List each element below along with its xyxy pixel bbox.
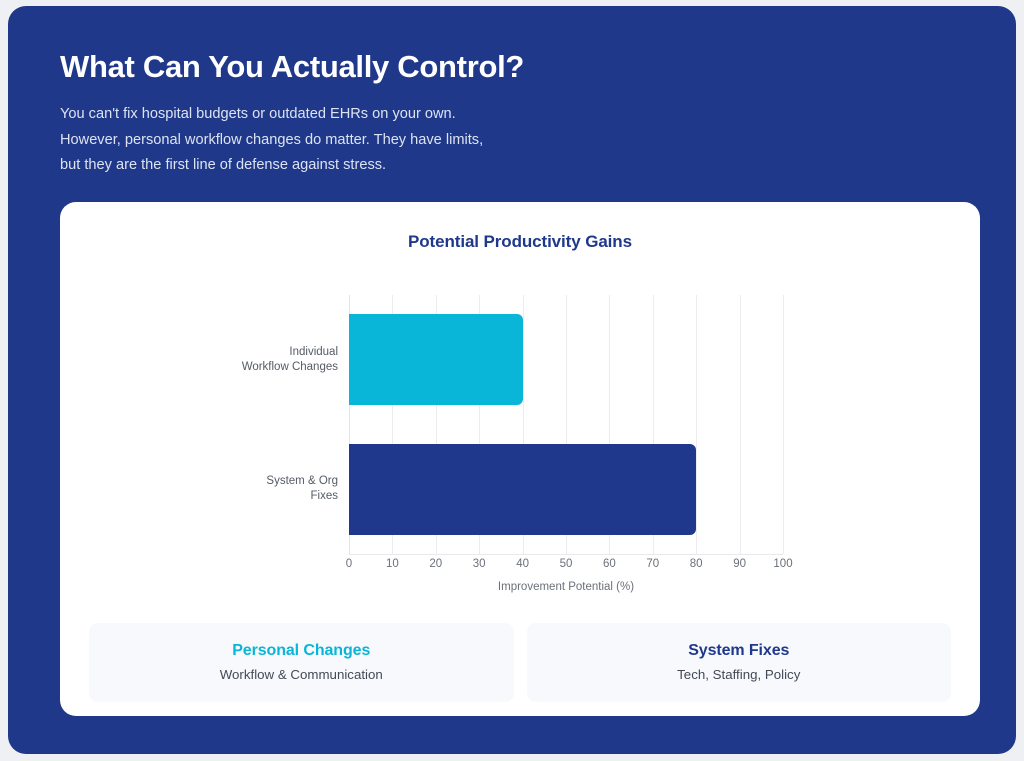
chart-gridline (609, 295, 611, 554)
x-axis-tick-label: 30 (472, 558, 486, 570)
chart-bar: Individual Workflow Changes (242, 314, 523, 406)
x-axis-ticks: 0 10 20 30 40 50 60 70 80 90 100 (345, 558, 793, 576)
slide-description: You can't fix hospital budgets or outdat… (60, 102, 580, 178)
plot-area: Individual Workflow Changes System & Org … (242, 295, 784, 555)
x-axis-tick-label: 10 (385, 558, 399, 570)
chart-gridline (392, 295, 394, 554)
chart-gridline (349, 295, 350, 554)
legend-card-subtitle: Workflow & Communication (219, 667, 383, 682)
chart-title: Potential Productivity Gains (408, 232, 632, 251)
chart-bar: System & Org Fixes (266, 443, 697, 535)
x-axis-tick-label: 100 (773, 558, 793, 570)
slide-panel: What Can You Actually Control? You can't… (8, 6, 1016, 754)
x-axis-label: Improvement Potential (%) (497, 581, 635, 593)
x-axis-tick-label: 0 (345, 558, 353, 570)
x-axis-tick-label: 90 (733, 558, 746, 570)
chart-gridline (652, 295, 654, 554)
legend-card-personal-changes[interactable]: Personal Changes Workflow & Communicatio… (89, 623, 514, 702)
x-axis-tick-label: 70 (646, 558, 660, 570)
slide-header: What Can You Actually Control? You can't… (60, 48, 860, 178)
page-title: What Can You Actually Control? (60, 49, 525, 84)
legend-card-title: Personal Changes (232, 642, 371, 659)
y-axis-category-label: System & Org Fixes (266, 475, 338, 503)
legend-card-system-fixes[interactable]: System Fixes Tech, Staffing, Policy (526, 623, 951, 702)
description-line-3: but they are the first line of defense a… (60, 156, 387, 173)
description-line-1: You can't fix hospital budgets or outdat… (60, 106, 456, 123)
chart-gridline (696, 295, 698, 554)
chart-gridline (566, 295, 567, 554)
x-axis-tick-label: 20 (429, 558, 443, 570)
description-line-2: However, personal workflow changes do ma… (60, 131, 484, 148)
legend-card-subtitle: Tech, Staffing, Policy (677, 667, 801, 682)
y-axis-category-label: Individual Workflow Changes (241, 345, 338, 373)
x-axis-tick-label: 40 (516, 558, 529, 570)
legend-cards-row: Personal Changes Workflow & Communicatio… (89, 623, 951, 702)
x-axis-tick-label: 80 (689, 558, 703, 570)
x-axis-line (349, 554, 783, 555)
x-axis-tick-label: 50 (559, 558, 573, 570)
x-axis-tick-label: 60 (602, 558, 616, 570)
chart-gridline (435, 295, 437, 554)
chart-gridline (739, 295, 741, 554)
bar-chart: Individual Workflow Changes System & Org … (60, 202, 980, 602)
chart-card: Potential Productivity Gains Individual … (60, 202, 980, 716)
chart-gridline (479, 295, 481, 554)
chart-gridline (783, 295, 784, 554)
legend-card-title: System Fixes (688, 642, 790, 659)
chart-gridline (522, 295, 524, 554)
